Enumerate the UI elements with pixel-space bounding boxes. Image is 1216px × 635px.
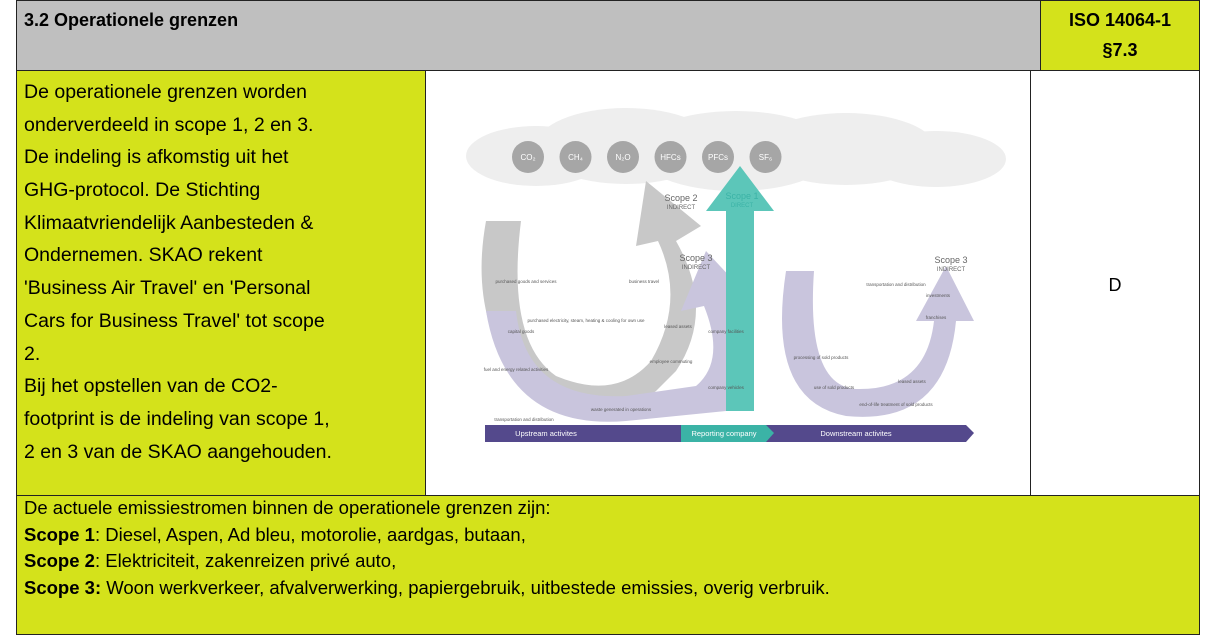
diagram-label: capital goods bbox=[508, 329, 535, 334]
gas-circle bbox=[749, 141, 782, 173]
diagram-label: use of sold products bbox=[814, 385, 855, 390]
status: D bbox=[1108, 275, 1122, 295]
text-line: 2 en 3 van de SKAO aangehouden. bbox=[24, 440, 332, 463]
scope2-arrow bbox=[481, 181, 701, 414]
text-block: De operationele grenzen worden onderverde… bbox=[24, 76, 332, 468]
diagram-label: company facilities bbox=[708, 329, 744, 334]
text-line: footprint is de indeling van scope 1, bbox=[24, 407, 330, 430]
diagram-label: fuel and energy related activities bbox=[484, 367, 549, 372]
scope-name: Scope 1 bbox=[725, 191, 758, 201]
diagram-label: employee commuting bbox=[650, 359, 693, 364]
scope-kind: INDIRECT bbox=[667, 205, 696, 211]
scope-kind: INDIRECT bbox=[937, 267, 966, 273]
gas-circle bbox=[702, 141, 734, 173]
gas-label: N₂O bbox=[615, 153, 630, 162]
diagram-label: purchased goods and services bbox=[495, 279, 557, 284]
diagram-label: waste generated in operations bbox=[591, 407, 652, 412]
diagram-label: franchises bbox=[926, 315, 947, 320]
gas-circle bbox=[654, 141, 687, 173]
diagram: CO₂ CH₄ N₂O HFCs PFCs SF₆ Scope 2 INDIRECT Scope… bbox=[466, 108, 1006, 442]
text-line: De indeling is afkomstig uit het bbox=[24, 146, 289, 169]
footer-line: Scope 1: Diesel, Aspen, Ad bleu, motorol… bbox=[24, 522, 830, 549]
footer-line: Scope 2: Elektriciteit, zakenreizen priv… bbox=[24, 548, 830, 575]
text-line: Klimaatvriendelijk Aanbesteden & bbox=[24, 211, 314, 234]
bar-label: Upstream activites bbox=[515, 429, 577, 438]
scope-name: Scope 3 bbox=[934, 255, 967, 265]
diagram-label: transportation and distribution bbox=[866, 282, 926, 287]
diagram-label: company vehicles bbox=[708, 385, 745, 390]
gas-circle bbox=[512, 141, 544, 173]
reporting-bar bbox=[681, 425, 774, 442]
scope-text: Woon werkverkeer, afvalverwerking, papie… bbox=[101, 576, 830, 598]
scope-label: Scope 1 bbox=[24, 523, 95, 545]
text-line: onderverdeeld in scope 1, 2 en 3. bbox=[24, 113, 314, 136]
gas-label: PFCs bbox=[708, 153, 728, 162]
diagram-label: business travel bbox=[629, 279, 659, 284]
gas-label: CH₄ bbox=[568, 153, 583, 162]
diagram-label: end-of-life treatment of sold products bbox=[859, 402, 933, 407]
gas-circle bbox=[559, 141, 592, 173]
header-title: 3.2 Operationele grenzen bbox=[24, 10, 239, 30]
scope-label: Scope 2 bbox=[24, 550, 95, 571]
text-line: De operationele grenzen worden bbox=[24, 81, 307, 103]
scope-name: Scope 3 bbox=[679, 253, 712, 263]
diagram-label: processing of sold products bbox=[794, 355, 850, 360]
text-line: 'Business Air Travel' en 'Personal bbox=[24, 277, 311, 300]
diagram-label: leased assets bbox=[664, 324, 692, 329]
diagram-label: purchased electricity, steam, heating & … bbox=[528, 318, 645, 323]
scope3-arrow bbox=[486, 251, 748, 422]
diagram-label: investments bbox=[926, 293, 951, 298]
gas-label: CO₂ bbox=[520, 153, 535, 162]
reference: §7.3 bbox=[1102, 40, 1138, 60]
scope-kind: INDIRECT bbox=[682, 265, 711, 271]
footer-line: Scope 3: Woon werkverkeer, afvalverwerki… bbox=[24, 575, 830, 602]
header-cell bbox=[16, 0, 1041, 71]
text-line: Cars for Business Travel' tot scope bbox=[24, 309, 325, 332]
scope1-arrow bbox=[706, 166, 774, 411]
bar-label: Downstream activites bbox=[820, 429, 892, 438]
text-line: Ondernemen. SKAO rekent bbox=[24, 244, 263, 267]
gas-circle bbox=[607, 141, 639, 173]
scope-label: Scope 3: bbox=[24, 576, 102, 598]
diagram-label: leased assets bbox=[898, 379, 926, 384]
scope-name: Scope 2 bbox=[664, 193, 697, 203]
scope-kind: DIRECT bbox=[731, 203, 754, 209]
bar-label: Reporting company bbox=[691, 429, 756, 438]
scope-text: : Elektriciteit, zakenreizen privé auto, bbox=[94, 550, 397, 571]
footer-cell bbox=[16, 495, 1200, 635]
diagram-label: transportation and distribution bbox=[494, 417, 554, 422]
scope3-arrow bbox=[782, 266, 974, 417]
text-line: Bij het opstellen van de CO2- bbox=[24, 375, 278, 398]
reference: ISO 14064-1 bbox=[1068, 10, 1172, 30]
gas-label: SF₆ bbox=[759, 153, 772, 162]
footer-block: De actuele emissiestromen binnen de oper… bbox=[24, 495, 830, 601]
scope-text: : Diesel, Aspen, Ad bleu, motorolie, aar… bbox=[94, 523, 526, 545]
text-line: 2. bbox=[24, 342, 41, 365]
gas-label: HFCs bbox=[660, 153, 680, 162]
reference-cell bbox=[1040, 0, 1200, 71]
footer-intro: De actuele emissiestromen binnen de oper… bbox=[24, 497, 551, 518]
text-line: GHG-protocol. De Stichting bbox=[24, 179, 261, 202]
